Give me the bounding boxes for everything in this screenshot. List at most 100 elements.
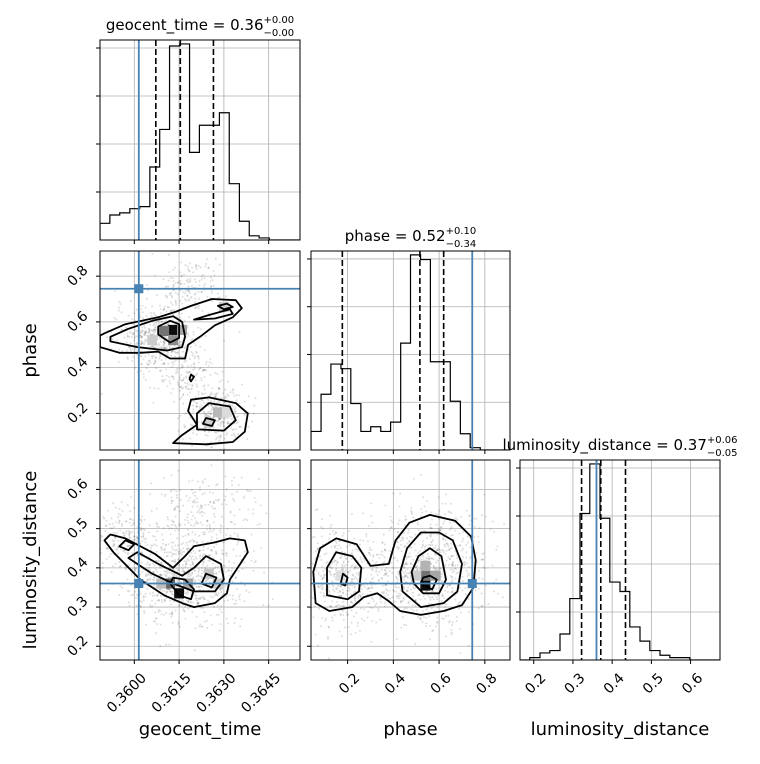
scatter-point (447, 564, 450, 567)
scatter-point (312, 616, 315, 619)
scatter-point (128, 545, 131, 548)
scatter-point (169, 490, 172, 493)
scatter-point (191, 555, 194, 558)
scatter-point (181, 599, 184, 602)
scatter-point (223, 339, 226, 342)
scatter-point (233, 394, 236, 397)
scatter-point (435, 625, 438, 628)
scatter-point (124, 326, 127, 329)
scatter-point (165, 324, 168, 327)
scatter-point (459, 600, 462, 603)
scatter-point (128, 331, 131, 334)
scatter-point (201, 273, 204, 276)
scatter-point (401, 599, 404, 602)
scatter-point (144, 355, 147, 358)
scatter-point (153, 594, 156, 597)
scatter-point (185, 385, 188, 388)
scatter-point (336, 547, 339, 550)
scatter-point (321, 578, 324, 581)
scatter-point (186, 575, 189, 578)
scatter-point (451, 587, 454, 590)
contour-line (196, 402, 237, 432)
scatter-point (320, 665, 322, 667)
scatter-point (163, 305, 166, 308)
scatter-point (386, 574, 389, 577)
scatter-point (175, 304, 178, 307)
scatter-point (329, 605, 332, 608)
scatter-point (144, 331, 147, 334)
x-tick-label: 0.4 (382, 670, 409, 697)
scatter-point (179, 282, 182, 285)
scatter-point (179, 289, 182, 292)
scatter-point (125, 341, 128, 344)
scatter-point (426, 662, 428, 664)
scatter-point (357, 597, 360, 600)
scatter-point (189, 573, 192, 576)
scatter-point (186, 325, 189, 328)
scatter-point (410, 509, 413, 512)
scatter-point (160, 613, 163, 616)
scatter-point (134, 567, 137, 570)
scatter-point (175, 585, 178, 588)
x-axis-label-geocent_time: geocent_time (139, 719, 262, 740)
scatter-point (173, 401, 176, 404)
scatter-point (193, 539, 196, 542)
scatter-point (404, 519, 407, 522)
scatter-point (427, 555, 430, 558)
scatter-point (206, 519, 209, 522)
scatter-point (400, 600, 403, 603)
scatter-point (162, 344, 165, 347)
scatter-point (358, 629, 361, 632)
scatter-point (143, 330, 146, 333)
scatter-point (397, 546, 400, 549)
scatter-point (461, 589, 464, 592)
scatter-point (211, 279, 214, 282)
scatter-point (168, 346, 171, 349)
scatter-point (205, 619, 208, 622)
scatter-point (191, 479, 194, 482)
scatter-point (192, 563, 195, 566)
scatter-point (417, 559, 420, 562)
scatter-point (129, 342, 132, 345)
scatter-point (140, 529, 143, 532)
scatter-point (206, 295, 209, 298)
scatter-point (132, 523, 135, 526)
scatter-point (388, 569, 391, 572)
scatter-point (214, 371, 217, 374)
scatter-point (317, 644, 320, 647)
scatter-point (195, 521, 198, 524)
scatter-point (175, 302, 178, 305)
hist-area (311, 251, 510, 450)
scatter-point (155, 323, 158, 326)
scatter-point (158, 599, 161, 602)
scatter-point (186, 590, 189, 593)
y-tick-label: 0.8 (64, 263, 91, 290)
scatter-point (185, 599, 188, 602)
scatter-point (454, 577, 457, 580)
scatter-point (383, 543, 386, 546)
scatter-point (422, 558, 425, 561)
scatter-point (111, 522, 114, 525)
scatter-point (234, 406, 237, 409)
scatter-point (361, 560, 364, 563)
scatter-point (483, 493, 486, 496)
scatter-point (344, 626, 347, 629)
scatter-point (370, 584, 373, 587)
scatter-point (150, 574, 153, 577)
scatter-point (365, 532, 368, 535)
scatter-point (194, 597, 197, 600)
scatter-point (417, 551, 420, 554)
scatter-point (182, 379, 185, 382)
scatter-point (346, 570, 349, 573)
scatter-point (247, 489, 250, 492)
scatter-point (197, 290, 200, 293)
scatter-point (213, 393, 216, 396)
truth-marker (467, 579, 477, 589)
scatter-point (429, 527, 432, 530)
scatter-point (450, 554, 453, 557)
x-tick-label: 0.2 (522, 670, 549, 697)
scatter-point (188, 383, 191, 386)
scatter-point (160, 601, 163, 604)
scatter-point (167, 543, 170, 546)
scatter-point (439, 567, 442, 570)
